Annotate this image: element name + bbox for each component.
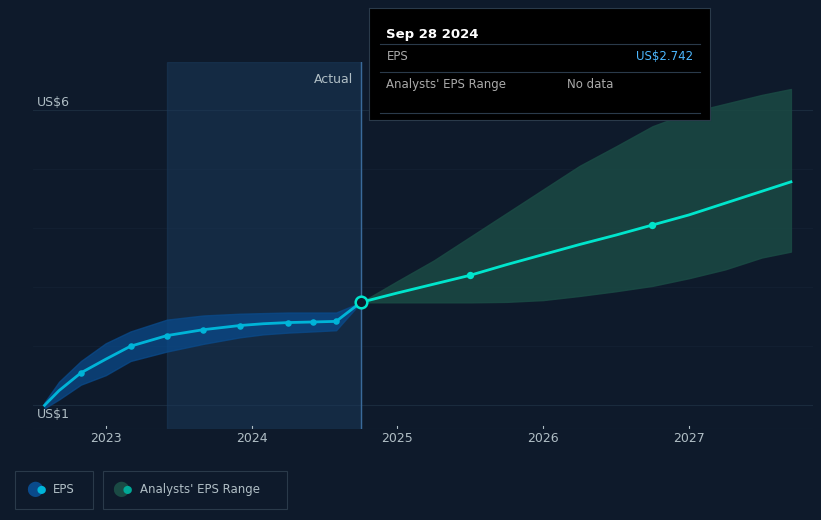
Text: Analysts' EPS Range: Analysts' EPS Range: [387, 77, 507, 90]
Text: ⬤: ⬤: [26, 482, 43, 498]
Text: US$2.742: US$2.742: [636, 50, 693, 63]
Text: No data: No data: [567, 77, 613, 90]
Point: [75, 369, 88, 377]
Text: EPS: EPS: [53, 484, 75, 496]
Text: 2026: 2026: [527, 432, 559, 445]
Point: [160, 331, 173, 340]
Point: [197, 326, 210, 334]
Text: US$6: US$6: [37, 96, 71, 109]
Text: 2025: 2025: [382, 432, 413, 445]
Text: Actual: Actual: [314, 73, 354, 86]
Bar: [167, 62, 361, 429]
Text: EPS: EPS: [387, 50, 408, 63]
Text: Sep 28 2024: Sep 28 2024: [387, 29, 479, 42]
Text: 2024: 2024: [236, 432, 268, 445]
Point: [464, 271, 477, 279]
Point: [282, 318, 295, 327]
Text: Analysts Forecasts: Analysts Forecasts: [378, 73, 495, 86]
Point: [329, 317, 342, 326]
Point: [646, 221, 659, 229]
Point: [124, 342, 137, 350]
Text: ⬤: ⬤: [112, 482, 129, 498]
Text: 2027: 2027: [673, 432, 704, 445]
Point: [233, 321, 246, 330]
Text: ⬤: ⬤: [36, 485, 46, 495]
Text: US$1: US$1: [37, 408, 71, 421]
Text: ⬤: ⬤: [122, 485, 132, 495]
Text: Analysts' EPS Range: Analysts' EPS Range: [140, 484, 259, 496]
Text: 2023: 2023: [90, 432, 122, 445]
Point: [355, 298, 368, 306]
Point: [306, 318, 319, 326]
